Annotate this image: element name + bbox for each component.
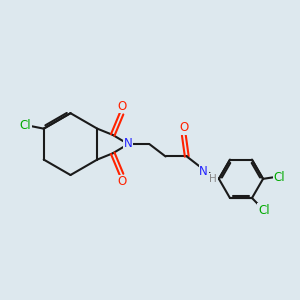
Text: H: H [209, 174, 217, 184]
Text: Cl: Cl [258, 204, 270, 217]
Text: N: N [199, 165, 208, 178]
Text: O: O [179, 122, 188, 134]
Text: O: O [117, 100, 126, 113]
Text: Cl: Cl [20, 118, 31, 132]
Text: O: O [117, 176, 126, 188]
Text: Cl: Cl [273, 171, 285, 184]
Text: N: N [124, 137, 133, 150]
